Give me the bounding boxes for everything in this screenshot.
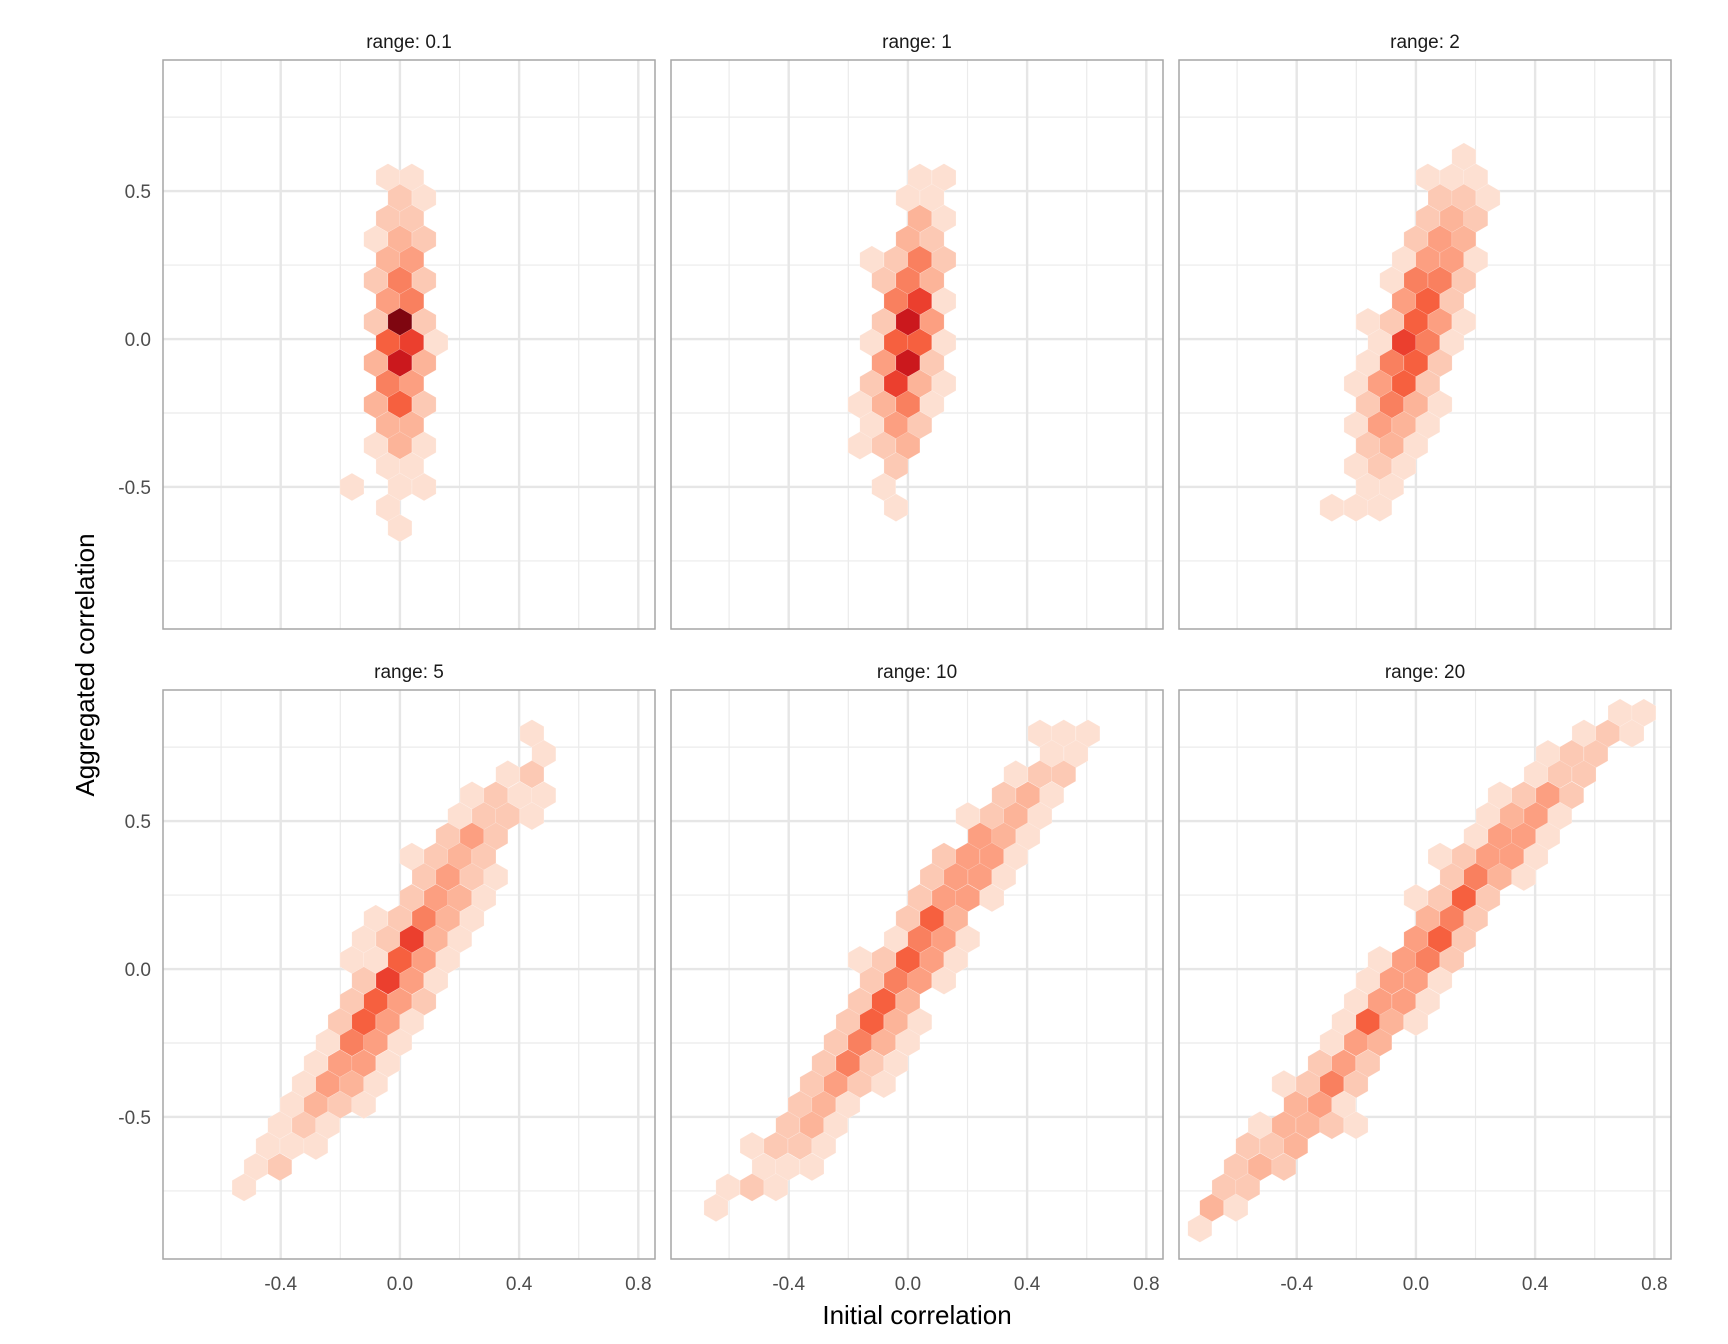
y-tick-label: -0.5: [118, 478, 151, 499]
hexbins: [1187, 698, 1657, 1243]
hexbin-cell: [763, 1173, 789, 1202]
hexbin-cell: [387, 513, 413, 543]
hexbin-cell: [703, 1193, 729, 1222]
hexbin-cell: [1343, 1111, 1369, 1140]
y-tick-label: 0.0: [125, 960, 151, 981]
x-tick-label: 0.8: [625, 1274, 651, 1295]
x-tick-label: 0.0: [895, 1274, 921, 1295]
hexbin-cell: [883, 493, 909, 522]
hexbin-cell: [1511, 862, 1537, 892]
panel-border: [1178, 689, 1672, 1260]
hexbins: [339, 163, 449, 543]
facet-strip-title: range: 2: [1390, 32, 1460, 53]
facet-panel: range: 0.1: [162, 32, 656, 630]
x-tick-label: -0.4: [772, 1274, 805, 1295]
hexbin-cell: [1619, 719, 1645, 748]
hexbin-cell: [339, 472, 365, 502]
y-axis-title: Aggregated correlation: [70, 533, 100, 796]
panel-border: [1178, 59, 1672, 630]
facet-panel: range: 5: [162, 662, 656, 1260]
x-tick-label: 0.0: [1403, 1274, 1429, 1295]
hexbin-cell: [1223, 1193, 1249, 1222]
x-axis-ticks: -0.4 0.0 0.4 0.8 -0.4 0.0 0.4 0.8 -0.4 0.0 0.4 0.8: [264, 1274, 1667, 1295]
y-axis-ticks: -0.5 0.0 0.5 -0.5 0.0 0.5: [118, 182, 151, 1129]
hexbin-cell: [931, 966, 957, 995]
hexbin-cell: [871, 1069, 897, 1099]
hexbins: [1319, 142, 1501, 522]
panels: range: 0.1 range: 1 range: 2 range: 5 range:…: [162, 32, 1672, 1260]
hexbin-cell: [1187, 1214, 1213, 1243]
hexbin-cell: [979, 883, 1005, 913]
hexbin-cell: [231, 1173, 257, 1202]
hexbin-cell: [1403, 1007, 1429, 1037]
hexbin-cell: [267, 1152, 293, 1182]
hexbin-cell: [1367, 493, 1393, 522]
x-tick-label: -0.4: [264, 1274, 297, 1295]
y-tick-label: 0.5: [125, 182, 151, 203]
hexbins: [847, 163, 957, 522]
hexbin-cell: [1571, 760, 1597, 789]
gridlines: [1179, 60, 1671, 629]
facet-panel: range: 1: [670, 32, 1164, 630]
x-tick-label: 0.8: [1641, 1274, 1667, 1295]
panel-border: [162, 689, 656, 1260]
panel-border: [670, 59, 1164, 630]
hexbin-cell: [351, 1090, 377, 1119]
x-tick-label: 0.4: [506, 1274, 533, 1295]
facet-panel: range: 10: [670, 662, 1164, 1260]
facet-strip-title: range: 0.1: [366, 32, 452, 53]
x-tick-label: 0.0: [387, 1274, 413, 1295]
hexbin-cell: [799, 1152, 825, 1182]
x-tick-label: 0.4: [1014, 1274, 1041, 1295]
x-tick-label: -0.4: [1280, 1274, 1313, 1295]
facet-strip-title: range: 20: [1385, 662, 1465, 683]
facet-panel: range: 20: [1178, 662, 1672, 1260]
x-axis-title: Initial correlation: [822, 1300, 1011, 1330]
facet-strip-title: range: 5: [374, 662, 444, 683]
hexbin-cell: [519, 801, 545, 831]
hexbins: [703, 719, 1101, 1222]
x-tick-label: 0.4: [1522, 1274, 1549, 1295]
panel-border: [162, 59, 656, 630]
hexbin-cell: [411, 472, 437, 502]
y-tick-label: -0.5: [118, 1108, 151, 1129]
hexbin-cell: [1427, 966, 1453, 995]
y-tick-label: 0.0: [125, 330, 151, 351]
facet-panel: range: 2: [1178, 32, 1672, 630]
hexbins: [231, 719, 557, 1202]
hexbin-cell: [303, 1131, 329, 1161]
y-tick-label: 0.5: [125, 812, 151, 833]
facet-strip-title: range: 10: [877, 662, 957, 683]
panel-border: [670, 689, 1164, 1260]
facet-strip-title: range: 1: [882, 32, 952, 53]
hexbin-cell: [1271, 1152, 1297, 1182]
x-tick-label: 0.8: [1133, 1274, 1159, 1295]
gridlines: [1179, 690, 1671, 1259]
